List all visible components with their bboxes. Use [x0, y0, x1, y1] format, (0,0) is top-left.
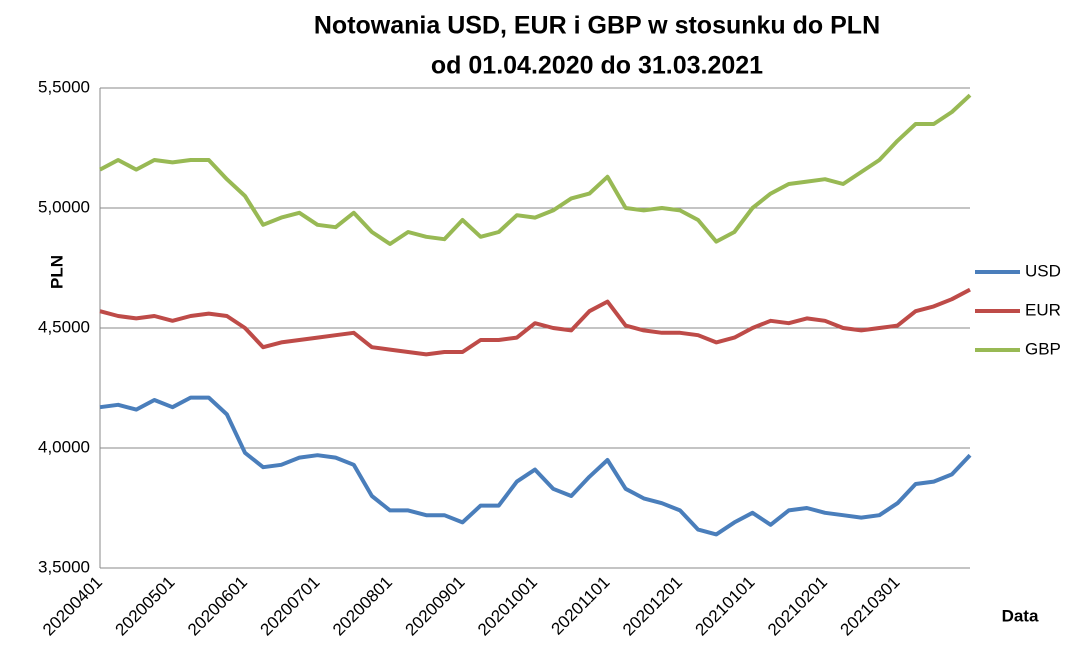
y-axis-label: PLN [47, 255, 66, 289]
x-tick-label: 20201201 [619, 573, 686, 640]
x-tick-label: 20200901 [402, 573, 469, 640]
x-tick-label: 20200401 [39, 573, 106, 640]
series-line [99, 93, 972, 246]
x-tick-label: 20201101 [547, 573, 613, 639]
x-axis-label: Data [1002, 606, 1039, 625]
y-tick-label: 4,5000 [38, 317, 90, 336]
chart-subtitle: od 01.04.2020 do 31.03.2021 [431, 52, 763, 80]
x-tick-label: 20200701 [257, 573, 324, 640]
x-tick-label: 20200601 [184, 573, 251, 640]
x-tick-label: 20210201 [764, 573, 831, 640]
x-tick-label: 20210101 [692, 573, 759, 640]
legend-label: USD [1025, 261, 1061, 280]
x-tick-label: 20201001 [474, 573, 541, 640]
x-tick-label: 20200501 [112, 573, 179, 640]
y-tick-label: 5,5000 [38, 77, 90, 96]
series-line [99, 395, 972, 537]
y-tick-label: 5,0000 [38, 197, 90, 216]
y-tick-label: 4,0000 [38, 437, 90, 456]
x-tick-label: 20200801 [329, 573, 396, 640]
y-tick-label: 3,5000 [38, 557, 90, 576]
x-tick-label: 20210301 [837, 573, 904, 640]
legend-label: EUR [1025, 300, 1061, 319]
series-line [99, 287, 971, 357]
legend-label: GBP [1025, 339, 1061, 358]
chart-title: Notowania USD, EUR i GBP w stosunku do P… [314, 12, 880, 40]
